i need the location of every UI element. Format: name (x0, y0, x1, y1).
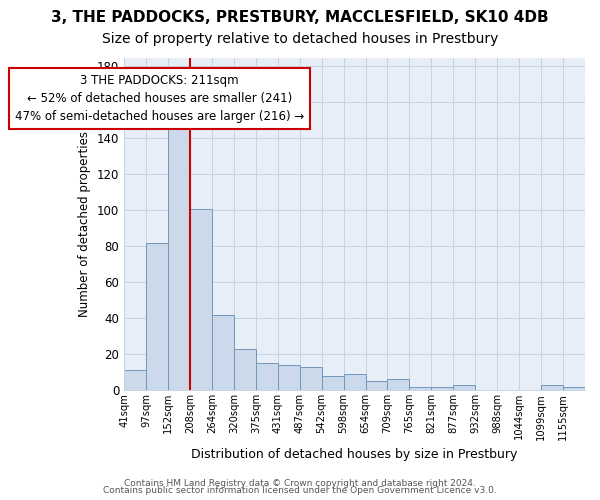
Text: 3, THE PADDOCKS, PRESTBURY, MACCLESFIELD, SK10 4DB: 3, THE PADDOCKS, PRESTBURY, MACCLESFIELD… (51, 10, 549, 25)
Bar (212, 314, 234, 390)
Bar (256, 363, 278, 390)
Bar (388, 380, 409, 390)
Bar (322, 376, 344, 390)
Bar (190, 208, 212, 390)
Bar (300, 367, 322, 390)
Text: Size of property relative to detached houses in Prestbury: Size of property relative to detached ho… (102, 32, 498, 46)
Bar (541, 384, 563, 390)
Bar (563, 386, 585, 390)
Text: 3 THE PADDOCKS: 211sqm
← 52% of detached houses are smaller (241)
47% of semi-de: 3 THE PADDOCKS: 211sqm ← 52% of detached… (14, 74, 304, 122)
Bar (344, 374, 365, 390)
Y-axis label: Number of detached properties: Number of detached properties (79, 131, 91, 317)
Text: Contains HM Land Registry data © Crown copyright and database right 2024.: Contains HM Land Registry data © Crown c… (124, 478, 476, 488)
Bar (409, 386, 431, 390)
Bar (124, 370, 146, 390)
X-axis label: Distribution of detached houses by size in Prestbury: Distribution of detached houses by size … (191, 448, 518, 461)
Bar (431, 386, 454, 390)
Bar (234, 349, 256, 390)
Bar (278, 365, 300, 390)
Bar (365, 381, 388, 390)
Bar (454, 384, 475, 390)
Bar (168, 130, 190, 390)
Text: Contains public sector information licensed under the Open Government Licence v3: Contains public sector information licen… (103, 486, 497, 495)
Bar (146, 242, 168, 390)
